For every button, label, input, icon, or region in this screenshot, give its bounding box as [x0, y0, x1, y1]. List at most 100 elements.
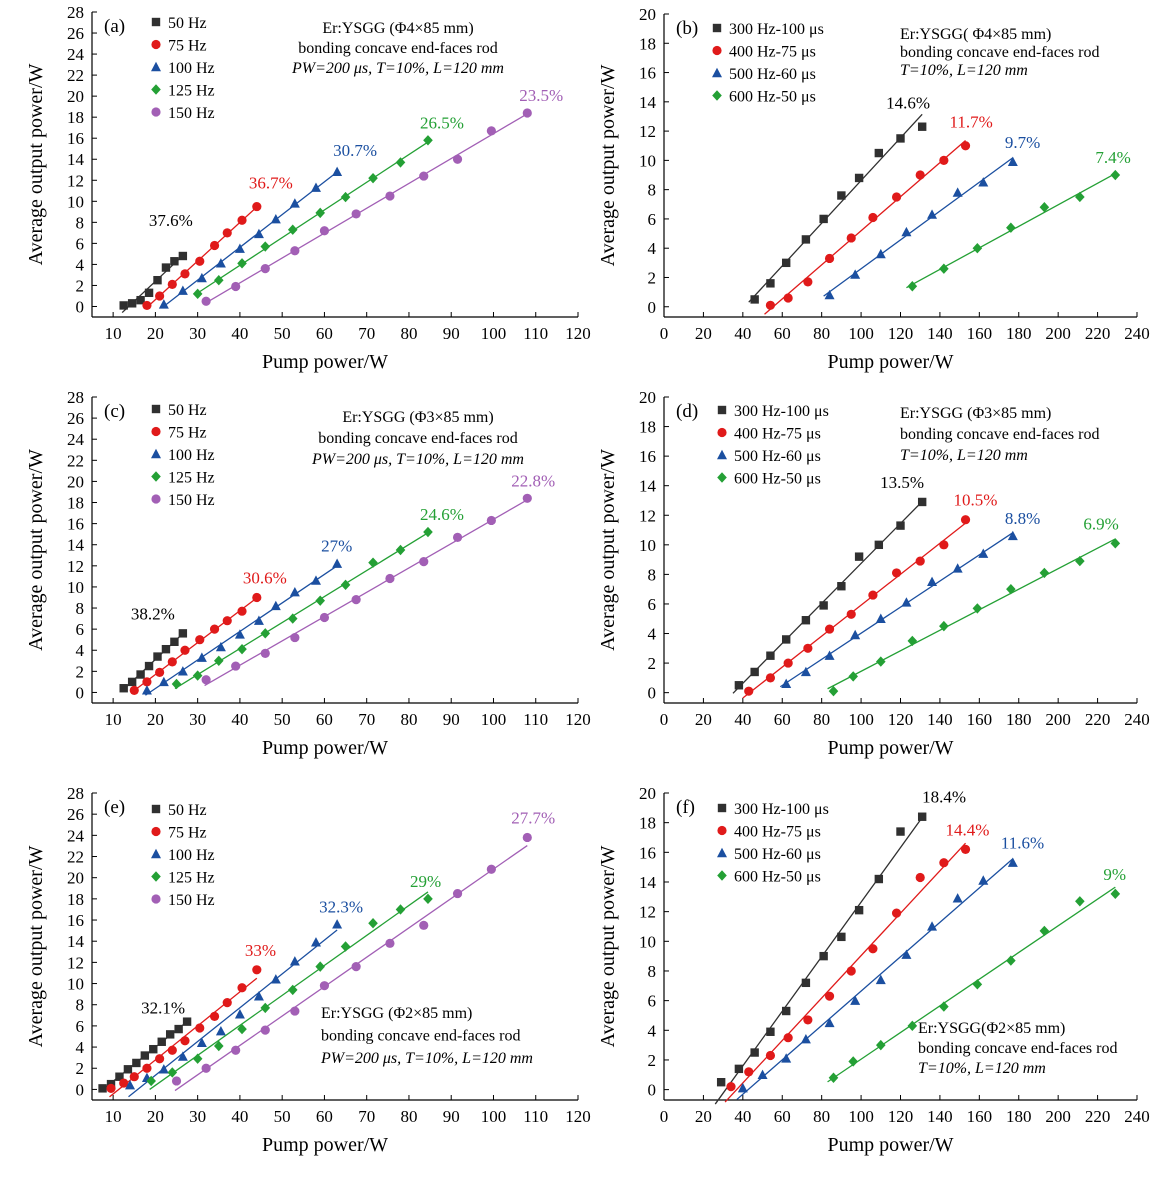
data-point [824, 253, 835, 264]
axes: 10 20 30 40 50 60 70 80 90 100 110 1200246810121416… [67, 388, 591, 729]
series-300-hz-100-s: 14.6% [748, 94, 930, 304]
data-point [875, 613, 886, 623]
fit-line [764, 139, 966, 315]
y-tick-label: 2 [76, 662, 85, 681]
data-point [486, 126, 496, 136]
data-point [119, 301, 128, 310]
data-point [395, 904, 406, 915]
y-axis-label: Average output power/W [597, 845, 619, 1047]
data-point [290, 632, 300, 643]
data-point [385, 573, 395, 584]
data-point [351, 594, 361, 605]
annotation-line: Er:YSGG (Φ4×85 mm) [322, 20, 473, 37]
data-point [351, 209, 361, 219]
legend-entry: 500 Hz-60 μs [734, 448, 821, 465]
fit-line [174, 532, 429, 690]
efficiency-label: 30.7% [333, 141, 377, 160]
y-tick-label: 14 [639, 873, 657, 892]
series-300-hz-100-s: 13.5% [732, 473, 927, 694]
efficiency-label: 32.3% [319, 897, 363, 916]
annotation-line: bonding concave end-faces rod [298, 40, 497, 57]
efficiency-label: 11.6% [1001, 834, 1044, 853]
data-point [781, 635, 791, 644]
efficiency-label: 38.2% [131, 604, 175, 623]
data-point [901, 949, 912, 959]
data-point [196, 272, 207, 283]
x-tick-label: 100 [848, 710, 874, 729]
annotation-line: PW=200 μs, T=10%, L=120 mm [311, 451, 524, 468]
legend: 50 Hz 75 Hz 100 Hz 125 Hz 150 Hz [151, 802, 215, 909]
efficiency-label: 37.6% [149, 211, 193, 230]
data-point [522, 493, 532, 503]
data-point [289, 956, 300, 966]
data-point [195, 1023, 205, 1033]
x-tick-label: 0 [660, 1107, 669, 1126]
annotation-line: T=10%, L=120 mm [918, 1060, 1046, 1077]
data-point [765, 673, 776, 683]
y-tick-label: 16 [67, 911, 84, 930]
data-point [319, 226, 330, 236]
x-tick-label: 80 [813, 324, 830, 343]
data-point [385, 191, 395, 201]
data-point [167, 1045, 177, 1055]
x-tick-label: 90 [443, 710, 460, 729]
x-tick-label: 70 [358, 324, 375, 343]
data-point [781, 1006, 791, 1016]
y-tick-label: 12 [67, 557, 84, 576]
data-point [231, 281, 241, 292]
series-75-hz: 33% [106, 941, 276, 1098]
data-point [927, 921, 938, 931]
x-tick-label: 120 [565, 710, 591, 729]
legend-marker [151, 84, 161, 95]
panel-label: (c) [104, 401, 125, 422]
data-point [234, 1009, 245, 1019]
chart-panel-a: 10 20 30 40 50 60 70 80 90 100 110 1200246810121416… [25, 3, 591, 373]
data-point [783, 658, 793, 668]
legend-entry: 50 Hz [168, 802, 207, 819]
data-point [896, 827, 905, 836]
legend-entry: 125 Hz [168, 83, 215, 100]
series-600-hz-50-s: 6.9% [827, 514, 1121, 697]
x-tick-label: 0 [660, 710, 669, 729]
x-tick-label: 60 [316, 324, 333, 343]
annotation-line: bonding concave end-faces rod [918, 1040, 1117, 1057]
series-150-hz: 22.8% [201, 471, 555, 687]
data-point [891, 908, 902, 918]
data-point [201, 1063, 211, 1073]
data-point [129, 685, 139, 695]
annotation-line: Er:YSGG(Φ2×85 mm) [918, 1020, 1065, 1037]
data-point [939, 620, 949, 632]
data-point [196, 1037, 207, 1048]
y-tick-label: 16 [67, 515, 84, 534]
legend-marker [151, 894, 161, 904]
annotation-line: Er:YSGG (Φ3×85 mm) [900, 405, 1051, 422]
fit-line [714, 817, 923, 1105]
data-point [319, 981, 330, 991]
data-point [907, 1020, 918, 1032]
panel-label: (d) [676, 401, 698, 422]
data-point [824, 1017, 835, 1028]
x-tick-label: 40 [734, 710, 751, 729]
data-point [158, 1064, 169, 1074]
data-point [253, 991, 264, 1001]
efficiency-label: 27.7% [511, 808, 555, 827]
data-point [915, 556, 925, 566]
y-tick-label: 20 [67, 472, 84, 491]
series-400-hz-75-s: 10.5% [742, 491, 997, 699]
fit-line [742, 522, 966, 699]
data-point [486, 864, 496, 874]
data-point [757, 1069, 768, 1079]
legend-entry: 75 Hz [168, 825, 207, 842]
data-point [828, 685, 839, 697]
data-point [368, 918, 378, 929]
annotation: Er:YSGG (Φ3×85 mm) bonding concave end-fa… [311, 409, 524, 468]
legend: 300 Hz-100 μs 400 Hz-75 μs 500 Hz-60 μs 600… [717, 403, 829, 488]
panel-label: (a) [104, 16, 125, 37]
legend-entry: 600 Hz-50 μs [734, 869, 821, 886]
data-point [167, 1067, 178, 1078]
efficiency-label: 24.6% [420, 505, 464, 524]
data-point [891, 192, 902, 202]
legend-marker [717, 427, 727, 438]
data-point [195, 635, 205, 645]
